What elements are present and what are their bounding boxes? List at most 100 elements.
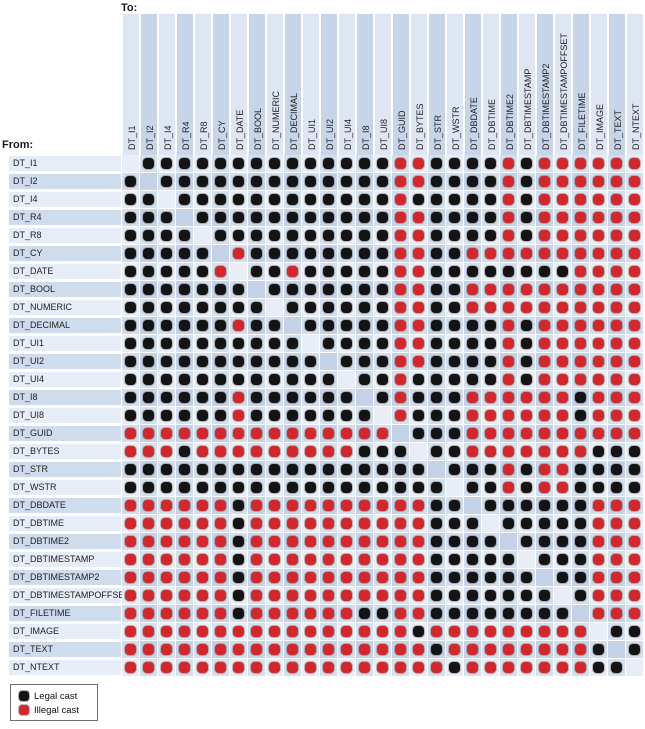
illegal-cast-dot-icon [593, 428, 604, 439]
row-header: DT_DBTIMESTAMPOFFSET [8, 587, 130, 605]
illegal-cast-dot-icon [503, 338, 514, 349]
matrix-cell [374, 371, 392, 389]
matrix-cell [176, 209, 194, 227]
illegal-cast-dot-icon [539, 464, 550, 475]
matrix-cell [176, 659, 194, 677]
illegal-cast-dot-icon [323, 608, 334, 619]
matrix-cell [482, 533, 500, 551]
illegal-cast-dot-icon [287, 572, 298, 583]
matrix-cell [320, 209, 338, 227]
matrix-cell [392, 659, 410, 677]
matrix-cell [212, 605, 230, 623]
matrix-cell [266, 353, 284, 371]
matrix-cell [500, 155, 518, 173]
illegal-cast-dot-icon [593, 608, 604, 619]
legal-cast-dot-icon [269, 410, 280, 421]
legal-cast-dot-icon [233, 194, 244, 205]
column-header: DT_DBTIMESTAMP2 [536, 14, 554, 155]
illegal-cast-dot-icon [341, 446, 352, 457]
matrix-cell [626, 587, 644, 605]
matrix-cell [338, 209, 356, 227]
legal-cast-dot-icon [503, 590, 514, 601]
matrix-cell [536, 569, 554, 587]
matrix-cell [122, 569, 140, 587]
matrix-cell [140, 443, 158, 461]
legal-cast-dot-icon [323, 482, 334, 493]
matrix-cell [464, 443, 482, 461]
matrix-cell [518, 389, 536, 407]
column-header-label: DT_I1 [127, 125, 137, 150]
matrix-cell [500, 227, 518, 245]
illegal-cast-dot-icon [575, 212, 586, 223]
illegal-cast-dot-icon [395, 158, 406, 169]
matrix-cell [176, 407, 194, 425]
matrix-cell [338, 479, 356, 497]
legal-cast-dot-icon [251, 302, 262, 313]
matrix-cell [500, 641, 518, 659]
matrix-cell [608, 659, 626, 677]
illegal-cast-dot-icon [593, 554, 604, 565]
matrix-cell [626, 389, 644, 407]
column-header: DT_I2 [140, 14, 158, 155]
legal-cast-dot-icon [305, 392, 316, 403]
matrix-cell [266, 209, 284, 227]
legal-cast-dot-icon [269, 392, 280, 403]
legal-cast-dot-icon [431, 302, 442, 313]
matrix-cell [446, 533, 464, 551]
illegal-cast-dot-icon [629, 248, 640, 259]
matrix-cell [266, 371, 284, 389]
matrix-cell [320, 551, 338, 569]
illegal-cast-dot-icon [251, 428, 262, 439]
matrix-cell [626, 299, 644, 317]
matrix-cell [374, 569, 392, 587]
legal-cast-dot-icon [161, 374, 172, 385]
matrix-cell [122, 479, 140, 497]
matrix-cell [158, 587, 176, 605]
legal-cast-dot-icon [359, 284, 370, 295]
matrix-cell [176, 569, 194, 587]
matrix-cell [176, 479, 194, 497]
matrix-cell [590, 317, 608, 335]
matrix-cell [140, 317, 158, 335]
illegal-cast-dot-icon [125, 608, 136, 619]
matrix-cell [554, 641, 572, 659]
matrix-cell [248, 299, 266, 317]
illegal-cast-dot-icon [143, 518, 154, 529]
illegal-cast-dot-icon [413, 158, 424, 169]
illegal-cast-dot-icon [503, 644, 514, 655]
legal-cast-dot-icon [467, 176, 478, 187]
illegal-cast-dot-icon [377, 536, 388, 547]
legal-cast-dot-icon [557, 536, 568, 547]
legal-cast-dot-icon [161, 230, 172, 241]
matrix-cell [374, 497, 392, 515]
matrix-cell [194, 443, 212, 461]
matrix-cell [554, 353, 572, 371]
legal-cast-dot-icon [377, 482, 388, 493]
legal-cast-dot-icon [467, 464, 478, 475]
matrix-cell [446, 623, 464, 641]
legal-cast-dot-icon [503, 518, 514, 529]
matrix-cell [392, 443, 410, 461]
legal-cast-dot-icon [521, 608, 532, 619]
legal-cast-dot-icon [431, 284, 442, 295]
matrix-cell [212, 479, 230, 497]
matrix-cell [554, 461, 572, 479]
illegal-cast-dot-icon [611, 320, 622, 331]
legal-cast-dot-icon [197, 410, 208, 421]
matrix-cell [410, 227, 428, 245]
illegal-cast-dot-icon [233, 428, 244, 439]
legal-cast-dot-icon [557, 518, 568, 529]
matrix-cell [320, 263, 338, 281]
legal-cast-dot-icon [341, 230, 352, 241]
illegal-cast-dot-icon [19, 705, 29, 715]
illegal-cast-dot-icon [629, 320, 640, 331]
matrix-cell [590, 443, 608, 461]
illegal-cast-dot-icon [179, 554, 190, 565]
matrix-cell [302, 335, 320, 353]
legal-cast-dot-icon [287, 356, 298, 367]
matrix-cell [230, 659, 248, 677]
matrix-cell [284, 659, 302, 677]
legal-cast-dot-icon [323, 374, 334, 385]
illegal-cast-dot-icon [341, 536, 352, 547]
illegal-cast-dot-icon [503, 158, 514, 169]
